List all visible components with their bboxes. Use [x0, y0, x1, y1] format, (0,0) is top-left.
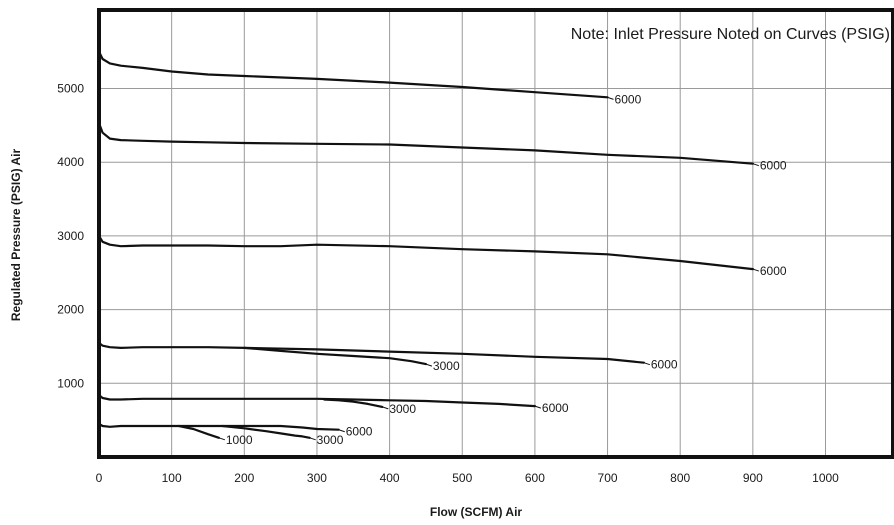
- curve-inlet-1000-9: [177, 424, 220, 439]
- curve-label-4: 3000: [433, 359, 460, 373]
- x-tick-label: 300: [307, 471, 327, 485]
- curve-label-leader: [752, 268, 760, 272]
- x-axis-title: Flow (SCFM) Air: [430, 505, 523, 519]
- curve-inlet-6000-5: [97, 394, 536, 408]
- x-tick-label: 700: [598, 471, 618, 485]
- x-tick-label: 200: [234, 471, 254, 485]
- curve-label-9: 1000: [226, 433, 253, 447]
- curve-label-leader: [218, 437, 226, 441]
- curve-label-leader: [309, 437, 316, 441]
- x-tick-label: 500: [452, 471, 472, 485]
- curve-label-2: 6000: [760, 264, 787, 278]
- y-tick-label: 2000: [57, 303, 84, 317]
- curve-inlet-6000-0: [97, 50, 609, 99]
- curve-label-leader: [382, 406, 389, 410]
- curve-label-leader: [643, 362, 651, 366]
- y-axis-title: Regulated Pressure (PSIG) Air: [9, 149, 23, 322]
- x-tick-label: 100: [162, 471, 182, 485]
- curve-inlet-3000-4: [243, 346, 427, 366]
- chart-note: Note: Inlet Pressure Noted on Curves (PS…: [571, 26, 890, 43]
- tick-labels: 0 100 200 300 400 500 600 700 800 900 1000 1000 2000…: [57, 82, 839, 486]
- curve-label-0: 6000: [615, 92, 642, 106]
- curve-inlet-6000-1: [97, 122, 754, 165]
- curve-label-1: 6000: [760, 159, 787, 173]
- curve-label-5: 6000: [542, 401, 569, 415]
- curve-label-6: 3000: [389, 402, 416, 416]
- y-tick-label: 4000: [57, 155, 84, 169]
- curves: [97, 50, 754, 439]
- curve-inlet-3000-6: [323, 398, 384, 408]
- curve-label-leader: [534, 405, 542, 409]
- curve-label-leader: [607, 96, 614, 100]
- x-tick-label: 0: [96, 471, 103, 485]
- curve-inlet-6000-7: [97, 422, 340, 431]
- x-tick-label: 600: [525, 471, 545, 485]
- curve-label-3: 6000: [651, 358, 678, 372]
- curve-inlet-3000-8: [221, 424, 311, 439]
- x-tick-label: 800: [670, 471, 690, 485]
- grid: [99, 10, 893, 457]
- x-tick-label: 400: [380, 471, 400, 485]
- curve-label-leader: [425, 363, 433, 367]
- plot-frame: [97, 8, 894, 459]
- y-tick-label: 5000: [57, 82, 84, 96]
- x-tick-label: 1000: [812, 471, 839, 485]
- y-tick-label: 3000: [57, 229, 84, 243]
- curve-label-leader: [752, 163, 760, 167]
- y-tick-label: 1000: [57, 376, 84, 390]
- curve-inlet-6000-2: [97, 234, 754, 271]
- curve-label-8: 3000: [317, 433, 344, 447]
- x-tick-label: 900: [743, 471, 763, 485]
- curve-inlet-6000-3: [97, 341, 645, 364]
- curve-label-leader: [338, 429, 345, 433]
- curve-label-7: 6000: [346, 425, 373, 439]
